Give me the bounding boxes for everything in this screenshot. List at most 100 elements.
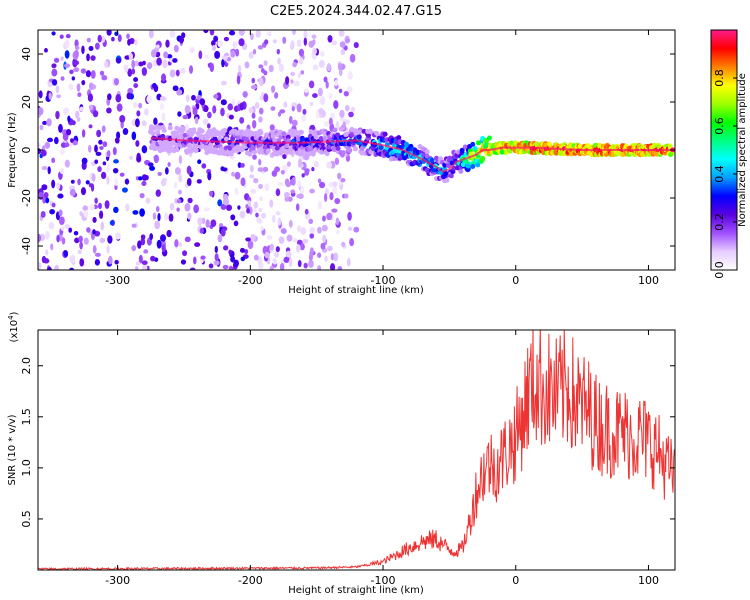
heatmap-cell — [114, 77, 120, 86]
heatmap-cell — [470, 163, 476, 169]
heatmap-cell — [189, 267, 196, 270]
heatmap-cell — [177, 111, 182, 117]
heatmap-cell — [193, 256, 197, 265]
heatmap-cell — [256, 217, 262, 223]
heatmap-cell — [119, 172, 125, 177]
heatmap-cell — [114, 178, 119, 186]
heatmap-cell — [277, 111, 282, 117]
heatmap-cell — [59, 167, 65, 175]
heatmap-cell — [257, 45, 264, 50]
heatmap-cell — [141, 145, 148, 154]
heatmap-cell — [51, 179, 56, 189]
heatmap-cell — [255, 212, 259, 218]
heatmap-cell — [99, 210, 104, 219]
heatmap-cell — [156, 57, 162, 66]
heatmap-cell — [247, 151, 253, 157]
heatmap-cell — [137, 240, 142, 249]
heatmap-cell — [191, 127, 197, 133]
heatmap-cell — [328, 181, 334, 188]
heatmap-cell — [88, 104, 94, 111]
heatmap-cell — [312, 129, 318, 135]
heatmap-cell — [258, 116, 263, 123]
heatmap-cell — [266, 31, 272, 37]
heatmap-cell — [106, 150, 111, 158]
heatmap-cell — [356, 134, 362, 140]
heatmap-cell — [425, 167, 431, 173]
heatmap-cell — [332, 127, 338, 133]
heatmap-cell — [257, 167, 264, 173]
heatmap-cell — [280, 170, 285, 175]
heatmap-cell — [92, 245, 97, 254]
heatmap-cell — [141, 260, 148, 265]
heatmap-cell — [585, 142, 591, 148]
heatmap-cell — [344, 193, 349, 199]
heatmap-cell — [205, 219, 210, 228]
heatmap-cell — [261, 212, 267, 219]
heatmap-cell — [174, 198, 178, 204]
heatmap-cell — [290, 189, 296, 194]
heatmap-cell — [132, 210, 139, 215]
heatmap-cell — [169, 202, 175, 211]
heatmap-cell — [98, 202, 102, 210]
heatmap-cell — [344, 119, 351, 125]
heatmap-cell — [92, 110, 99, 118]
heatmap-cell — [318, 108, 324, 115]
heatmap-cell — [64, 142, 70, 148]
heatmap-cell — [107, 93, 112, 101]
heatmap-cell — [194, 116, 199, 125]
heatmap-cell — [54, 264, 60, 270]
heatmap-cell — [45, 249, 49, 256]
heatmap-cell — [51, 157, 56, 164]
heatmap-cell — [459, 147, 465, 153]
heatmap-cell — [442, 162, 448, 168]
heatmap-cell — [155, 206, 160, 213]
heatmap-cell — [325, 188, 330, 195]
heatmap-cell — [230, 136, 236, 142]
heatmap-cell — [282, 36, 287, 44]
heatmap-cell — [443, 170, 449, 176]
heatmap-cell — [244, 248, 249, 255]
heatmap-cell — [301, 173, 305, 178]
heatmap-cell — [134, 266, 139, 270]
heatmap-cell — [296, 225, 302, 232]
colorbar-tick-label: 0.8 — [713, 69, 726, 87]
heatmap-cell — [332, 181, 338, 188]
heatmap-cell — [472, 145, 478, 151]
heatmap-cell — [151, 125, 157, 131]
heatmap-cell — [228, 249, 233, 255]
heatmap-cell — [51, 202, 56, 208]
spectrogram-x-tick-label: -100 — [371, 274, 396, 287]
heatmap-cell — [146, 62, 153, 70]
heatmap-cell — [248, 206, 253, 215]
colorbar-tick-label: 0.0 — [713, 261, 726, 279]
heatmap-cell — [230, 214, 236, 221]
heatmap-cell — [138, 254, 143, 264]
heatmap-cell — [78, 235, 83, 243]
heatmap-cell — [181, 32, 186, 39]
heatmap-cell — [335, 145, 341, 151]
heatmap-cell — [212, 132, 218, 138]
heatmap-cell — [38, 107, 44, 116]
heatmap-cell — [302, 238, 309, 244]
heatmap-cell — [116, 131, 121, 140]
heatmap-cell — [49, 208, 56, 215]
heatmap-cell — [100, 171, 107, 180]
heatmap-cell — [97, 34, 102, 43]
heatmap-cell — [337, 266, 343, 270]
heatmap-cell — [303, 30, 308, 39]
heatmap-cell — [161, 244, 166, 253]
heatmap-cell — [173, 182, 178, 189]
heatmap-cell — [47, 266, 52, 270]
heatmap-cell — [222, 128, 228, 134]
heatmap-cell — [51, 31, 56, 36]
heatmap-cell — [484, 142, 490, 148]
heatmap-cell — [184, 105, 191, 114]
heatmap-cell — [322, 234, 327, 243]
heatmap-cell — [309, 247, 314, 255]
heatmap-cell — [79, 241, 83, 250]
heatmap-cell — [234, 187, 239, 196]
heatmap-cell — [447, 155, 453, 161]
heatmap-cell — [41, 255, 47, 264]
heatmap-cell — [258, 183, 263, 190]
heatmap-cell — [349, 53, 356, 63]
